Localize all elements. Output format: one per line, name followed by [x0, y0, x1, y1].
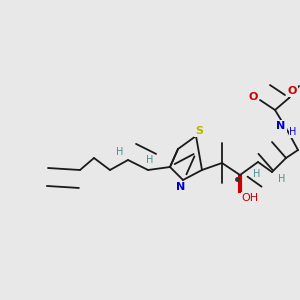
Text: H: H — [253, 169, 261, 179]
Text: N: N — [276, 121, 286, 131]
Text: S: S — [195, 126, 203, 136]
Text: N: N — [176, 182, 186, 192]
Text: O: O — [287, 86, 297, 96]
Text: OH: OH — [242, 193, 259, 203]
Text: H: H — [289, 127, 297, 137]
Text: O: O — [248, 92, 258, 102]
Text: H: H — [278, 174, 286, 184]
Text: H: H — [116, 147, 124, 157]
Text: H: H — [146, 155, 154, 165]
